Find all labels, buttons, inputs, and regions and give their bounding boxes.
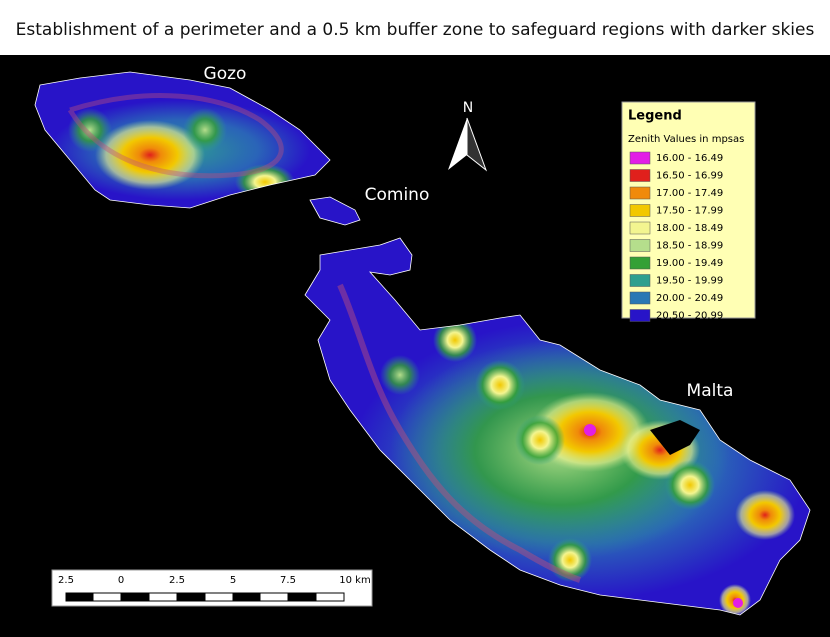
scale-segment bbox=[232, 592, 261, 602]
title-band bbox=[0, 0, 830, 55]
legend-label: 18.00 - 18.49 bbox=[656, 223, 723, 234]
scale-label: 10 km bbox=[339, 575, 370, 586]
north-label: N bbox=[463, 100, 473, 116]
gozo-coast bbox=[34, 71, 331, 209]
legend-swatch bbox=[629, 291, 651, 305]
comino-island bbox=[309, 196, 361, 226]
legend-swatch bbox=[629, 204, 651, 217]
map-title: Establishment of a perimeter and a 0.5 k… bbox=[16, 20, 815, 40]
scale-segment bbox=[65, 592, 94, 602]
legend-label: 16.50 - 16.99 bbox=[656, 171, 723, 182]
legend: Legend Zenith Values in mpsas 16.00 - 16… bbox=[621, 101, 756, 322]
scale-segment bbox=[92, 592, 122, 602]
legend-swatch bbox=[629, 274, 651, 287]
scale-segment bbox=[204, 592, 234, 602]
harbour bbox=[650, 420, 700, 455]
north-arrow bbox=[448, 117, 488, 172]
scale-label: 0 bbox=[118, 575, 124, 586]
legend-label: 18.50 - 18.99 bbox=[656, 241, 723, 252]
place-label: Comino bbox=[365, 185, 430, 205]
legend-label: 19.50 - 19.99 bbox=[656, 276, 723, 287]
scale-segment bbox=[259, 592, 289, 602]
legend-label: 16.00 - 16.49 bbox=[656, 153, 723, 164]
legend-subtitle: Zenith Values in mpsas bbox=[628, 134, 744, 145]
scale-segment bbox=[287, 592, 317, 602]
scale-segment bbox=[148, 592, 178, 602]
malta-coast bbox=[304, 237, 811, 616]
legend-label: 20.00 - 20.49 bbox=[656, 293, 723, 304]
buffer-zone bbox=[337, 283, 581, 583]
scale-label: 5 bbox=[230, 575, 236, 586]
legend-label: 17.50 - 17.99 bbox=[656, 206, 723, 217]
legend-swatch bbox=[629, 169, 651, 182]
legend-label: 20.50 - 20.99 bbox=[656, 311, 723, 322]
legend-swatch bbox=[629, 151, 651, 165]
legend-swatch bbox=[629, 239, 651, 252]
scale-label: 2.5 bbox=[169, 575, 185, 586]
place-label: Gozo bbox=[204, 64, 247, 84]
legend-swatch bbox=[629, 309, 651, 322]
scale-bar: 2.5 0 2.5 5 7.5 10 km bbox=[51, 569, 373, 607]
scale-label: 2.5 bbox=[58, 575, 74, 586]
legend-swatch bbox=[629, 221, 651, 235]
scale-segment bbox=[315, 592, 345, 602]
legend-swatch bbox=[629, 256, 651, 270]
scale-segment bbox=[120, 592, 150, 602]
scale-label: 7.5 bbox=[280, 575, 296, 586]
legend-label: 19.00 - 19.49 bbox=[656, 258, 723, 269]
scale-segment bbox=[176, 592, 206, 602]
buffer-zone bbox=[67, 93, 284, 179]
place-label: Malta bbox=[687, 381, 734, 401]
gozo-island bbox=[35, 72, 330, 208]
legend-swatch bbox=[629, 186, 651, 200]
legend-label: 17.00 - 17.49 bbox=[656, 188, 723, 199]
legend-title: Legend bbox=[628, 109, 682, 124]
